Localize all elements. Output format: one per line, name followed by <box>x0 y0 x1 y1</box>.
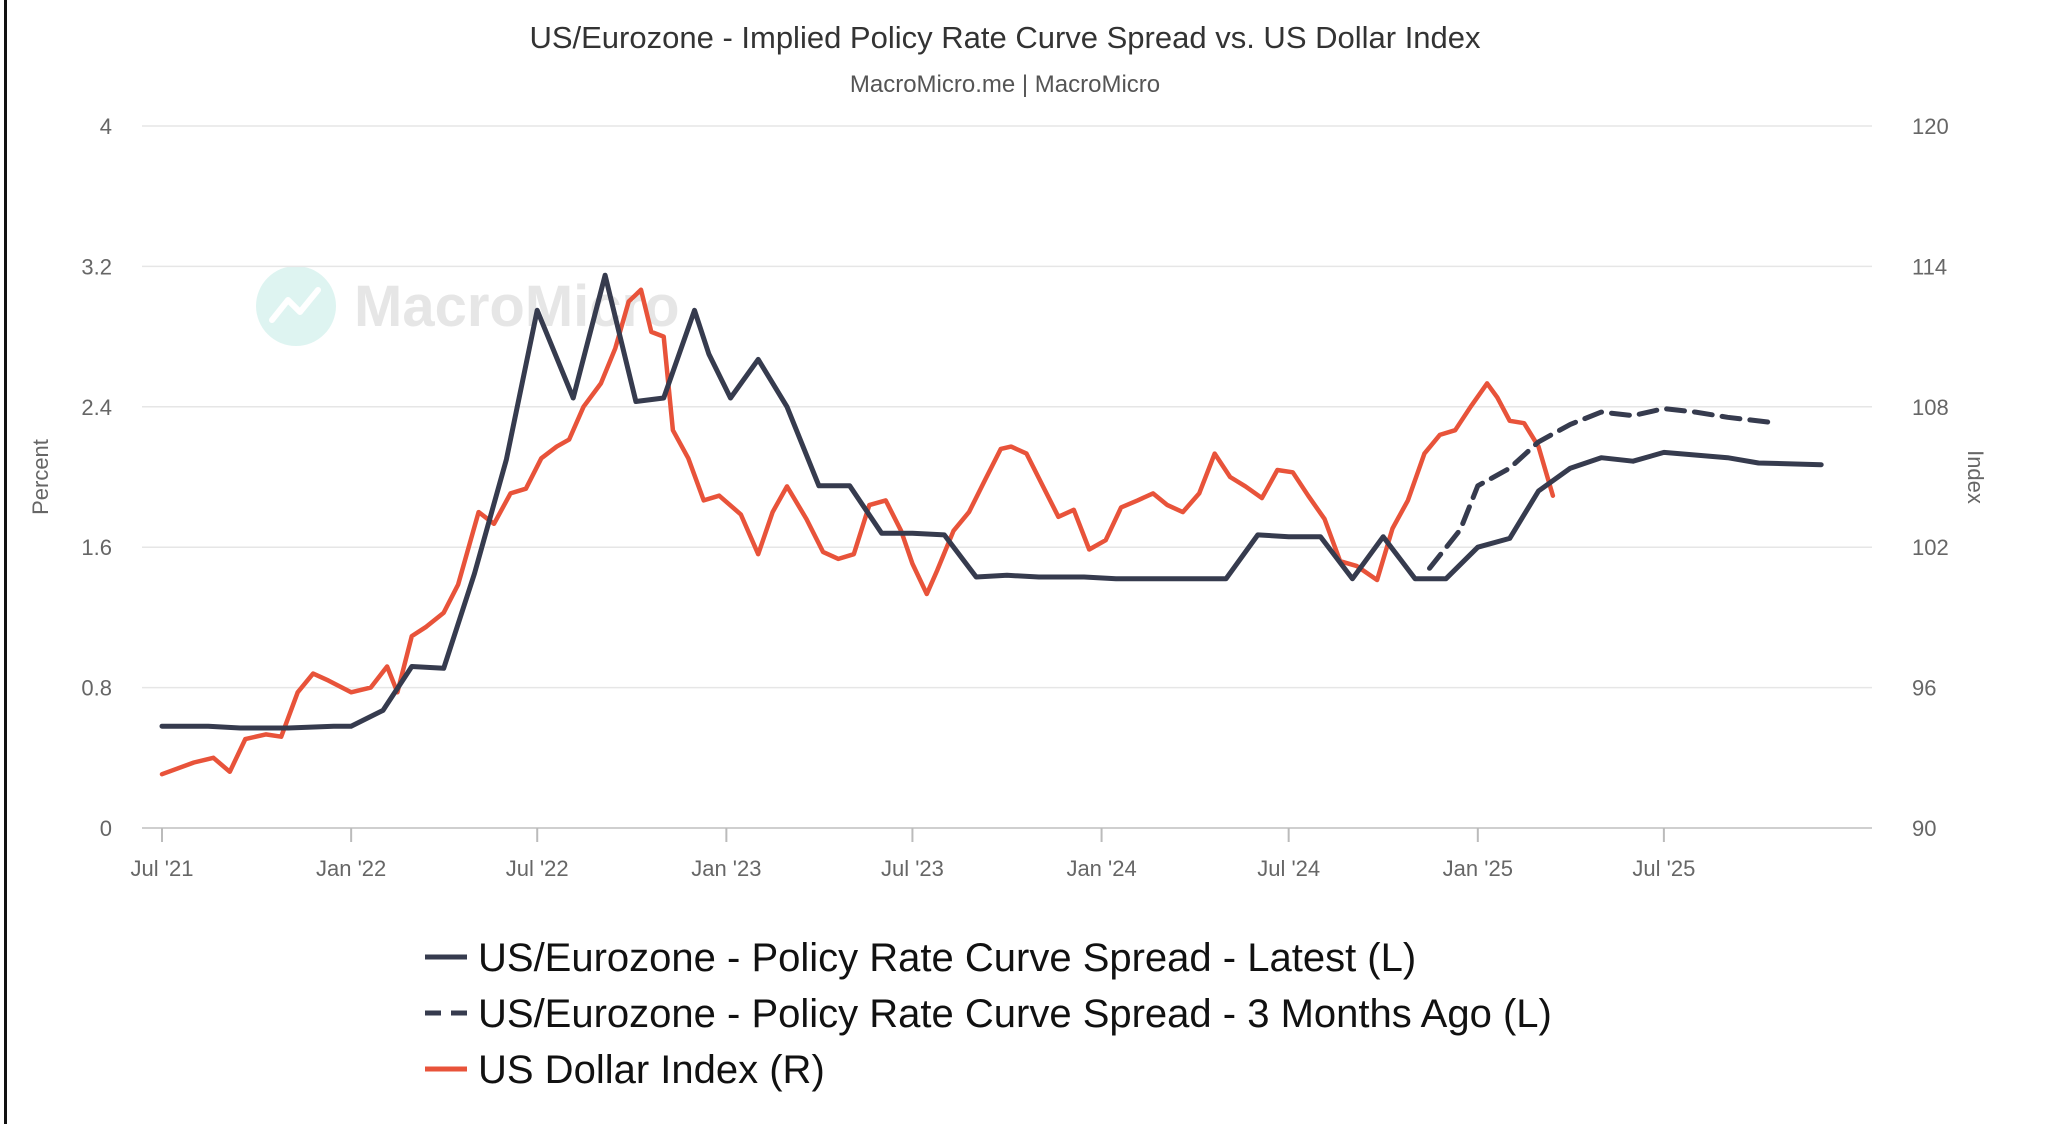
y-tick-right-label: 102 <box>1912 535 1949 560</box>
watermark-text: MacroMicro <box>354 274 680 339</box>
legend-item-3-months-ago[interactable]: US/Eurozone - Policy Rate Curve Spread -… <box>425 992 1552 1036</box>
watermark: MacroMicro <box>256 266 680 346</box>
legend-label-usd-index: US Dollar Index (R) <box>478 1048 825 1092</box>
watermark-trend-icon <box>269 287 321 323</box>
x-axis: Jul '21 Jan '22 Jul '22 Jan '23 Jul '23 Jan '… <box>131 828 1695 881</box>
series-layer <box>159 272 1824 777</box>
y-tick-right-label: 108 <box>1912 395 1949 420</box>
x-tick-label: Jul '24 <box>1257 856 1320 881</box>
legend-label-latest: US/Eurozone - Policy Rate Curve Spread -… <box>478 936 1416 980</box>
y-tick-right-label: 90 <box>1912 816 1936 841</box>
y-tick-right-label: 114 <box>1912 254 1947 279</box>
series-line-2 <box>159 287 1556 777</box>
y-tick-left-label: 2.4 <box>81 395 112 420</box>
legend-label-3-months-ago: US/Eurozone - Policy Rate Curve Spread -… <box>478 992 1552 1036</box>
chart-title: US/Eurozone - Implied Policy Rate Curve … <box>529 20 1481 55</box>
x-tick-label: Jul '23 <box>881 856 944 881</box>
y-tick-left-label: 0 <box>100 816 112 841</box>
legend-item-latest[interactable]: US/Eurozone - Policy Rate Curve Spread -… <box>425 936 1416 980</box>
series-line-0 <box>159 272 1824 731</box>
gridlines <box>142 125 1872 829</box>
y-tick-right-label: 120 <box>1912 114 1949 139</box>
legend: US/Eurozone - Policy Rate Curve Spread -… <box>425 936 1552 1092</box>
legend-item-usd-index[interactable]: US Dollar Index (R) <box>425 1048 825 1092</box>
y-axis-right-title: Index <box>1963 450 1988 504</box>
x-tick-label: Jan '22 <box>316 856 386 881</box>
y-tick-left-label: 3.2 <box>81 254 112 279</box>
x-tick-label: Jan '25 <box>1443 856 1513 881</box>
x-tick-label: Jul '21 <box>131 856 194 881</box>
y-axis-right-ticks: 90 96 102 108 114 120 <box>1912 114 1949 841</box>
x-tick-label: Jan '23 <box>691 856 761 881</box>
y-tick-left-label: 1.6 <box>81 535 112 560</box>
x-tick-label: Jan '24 <box>1066 856 1136 881</box>
y-tick-left-label: 4 <box>100 114 112 139</box>
x-tick-label: Jul '22 <box>506 856 569 881</box>
series-line-1 <box>1427 406 1776 571</box>
x-tick-label: Jul '25 <box>1632 856 1695 881</box>
y-axis-left-title: Percent <box>28 439 53 515</box>
y-tick-left-label: 0.8 <box>81 676 112 701</box>
y-tick-right-label: 96 <box>1912 676 1936 701</box>
y-axis-left-ticks: 0 0.8 1.6 2.4 3.2 4 <box>81 114 112 841</box>
left-border-line <box>4 0 7 1124</box>
chart-subtitle: MacroMicro.me | MacroMicro <box>850 71 1160 98</box>
